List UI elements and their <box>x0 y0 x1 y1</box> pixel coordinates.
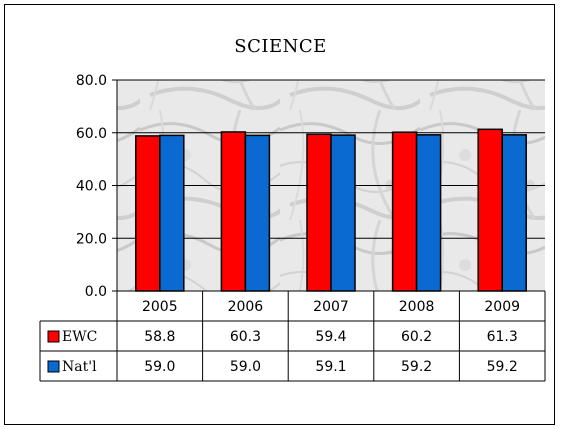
bar-natl-2008 <box>415 134 442 292</box>
y-tick-label: 20.0 <box>76 231 107 247</box>
data-label: 59.4 <box>315 329 346 345</box>
bar-natl-2006 <box>244 134 271 292</box>
bar-ewc-2005 <box>135 135 161 292</box>
bar-ewc-2007 <box>306 133 332 292</box>
data-label: 59.0 <box>144 359 175 375</box>
data-label: 61.3 <box>487 329 518 345</box>
data-label: 59.2 <box>487 359 518 375</box>
data-table: 2005 2006 2007 2008 2009 EWC 58.8 60.3 59.4 60.2 6… <box>39 290 546 382</box>
data-label: 60.2 <box>401 329 432 345</box>
bar-natl-2009 <box>501 134 527 292</box>
y-tick-label: 0.0 <box>85 284 107 300</box>
bar-ewc-2008 <box>391 131 418 292</box>
legend-label: Nat'l <box>62 359 97 375</box>
legend-key <box>47 360 60 373</box>
y-tick-label: 60.0 <box>76 126 107 142</box>
data-label: 59.0 <box>230 359 261 375</box>
y-axis: 0.0 20.0 40.0 60.0 80.0 <box>76 73 118 300</box>
bar-natl-2007 <box>330 134 356 292</box>
y-tick-label: 40.0 <box>76 179 107 195</box>
data-label: 60.3 <box>230 329 261 345</box>
category-label: 2006 <box>228 299 264 315</box>
category-label: 2007 <box>313 299 349 315</box>
legend-key <box>47 330 60 343</box>
data-label: 59.1 <box>315 359 346 375</box>
data-label: 58.8 <box>144 329 175 345</box>
bar-natl-2005 <box>159 134 185 292</box>
bars <box>135 128 527 292</box>
category-label: 2005 <box>142 299 178 315</box>
chart-title: SCIENCE <box>234 36 327 57</box>
gridlines <box>117 79 545 239</box>
legend-label: EWC <box>62 329 97 345</box>
data-label: 59.2 <box>401 359 432 375</box>
y-tick-label: 80.0 <box>76 73 107 89</box>
bar-ewc-2009 <box>477 128 503 292</box>
category-label: 2009 <box>484 299 520 315</box>
bar-ewc-2006 <box>220 131 247 292</box>
category-label: 2008 <box>399 299 435 315</box>
